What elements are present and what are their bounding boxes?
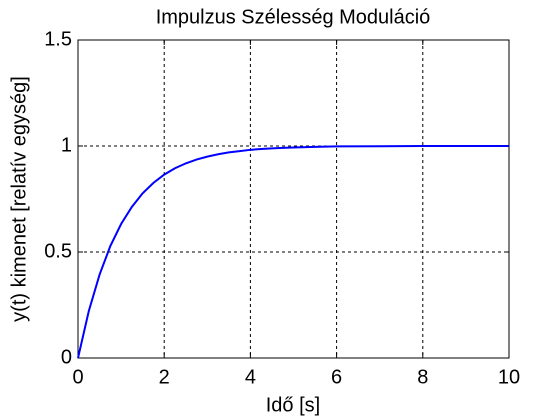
- y-tick-label: 0.5: [44, 240, 72, 262]
- x-tick-label: 0: [72, 366, 83, 388]
- x-tick-label: 6: [331, 366, 342, 388]
- x-tick-label: 2: [159, 366, 170, 388]
- y-axis-label: y(t) kimenet [relatív egység]: [8, 76, 30, 322]
- x-tick-label: 4: [245, 366, 256, 388]
- chart-title: Impulzus Szélesség Moduláció: [156, 6, 431, 28]
- y-tick-label: 1: [61, 134, 72, 156]
- x-axis-label: Idő [s]: [266, 394, 320, 416]
- plot-frame: [77, 39, 510, 359]
- line-series: [77, 145, 509, 359]
- x-tick-label: 8: [417, 366, 428, 388]
- x-tick-label: 10: [498, 366, 520, 388]
- y-tick-label: 0: [61, 346, 72, 368]
- y-tick-label: 1.5: [44, 28, 72, 50]
